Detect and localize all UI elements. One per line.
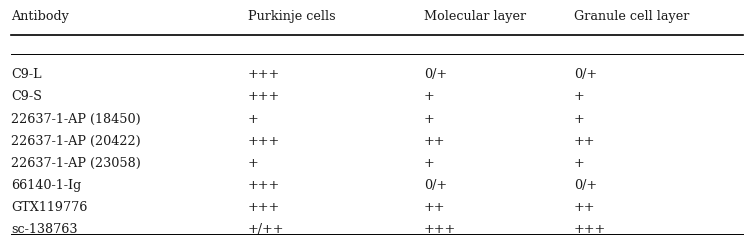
Text: +++: +++ [248, 179, 280, 192]
Text: C9-S: C9-S [11, 90, 42, 103]
Text: +: + [424, 157, 434, 170]
Text: sc-138763: sc-138763 [11, 223, 78, 236]
Text: +: + [424, 113, 434, 126]
Text: 22637-1-AP (18450): 22637-1-AP (18450) [11, 113, 141, 126]
Text: 0/+: 0/+ [574, 179, 597, 192]
Text: +++: +++ [248, 201, 280, 214]
Text: 0/+: 0/+ [424, 179, 447, 192]
Text: ++: ++ [574, 201, 596, 214]
Text: C9-L: C9-L [11, 68, 42, 81]
Text: +: + [574, 90, 584, 103]
Text: +++: +++ [248, 135, 280, 148]
Text: +++: +++ [248, 90, 280, 103]
Text: 0/+: 0/+ [424, 68, 447, 81]
Text: 22637-1-AP (23058): 22637-1-AP (23058) [11, 157, 141, 170]
Text: Molecular layer: Molecular layer [424, 10, 526, 23]
Text: +/++: +/++ [248, 223, 284, 236]
Text: ++: ++ [424, 201, 445, 214]
Text: Granule cell layer: Granule cell layer [574, 10, 689, 23]
Text: +: + [574, 157, 584, 170]
Text: 0/+: 0/+ [574, 68, 597, 81]
Text: 66140-1-Ig: 66140-1-Ig [11, 179, 82, 192]
Text: Purkinje cells: Purkinje cells [248, 10, 335, 23]
Text: +: + [424, 90, 434, 103]
Text: +++: +++ [248, 68, 280, 81]
Text: +: + [248, 113, 258, 126]
Text: +: + [248, 157, 258, 170]
Text: +: + [574, 113, 584, 126]
Text: ++: ++ [574, 135, 596, 148]
Text: +++: +++ [574, 223, 606, 236]
Text: 22637-1-AP (20422): 22637-1-AP (20422) [11, 135, 141, 148]
Text: GTX119776: GTX119776 [11, 201, 88, 214]
Text: ++: ++ [424, 135, 445, 148]
Text: Antibody: Antibody [11, 10, 69, 23]
Text: +++: +++ [424, 223, 456, 236]
